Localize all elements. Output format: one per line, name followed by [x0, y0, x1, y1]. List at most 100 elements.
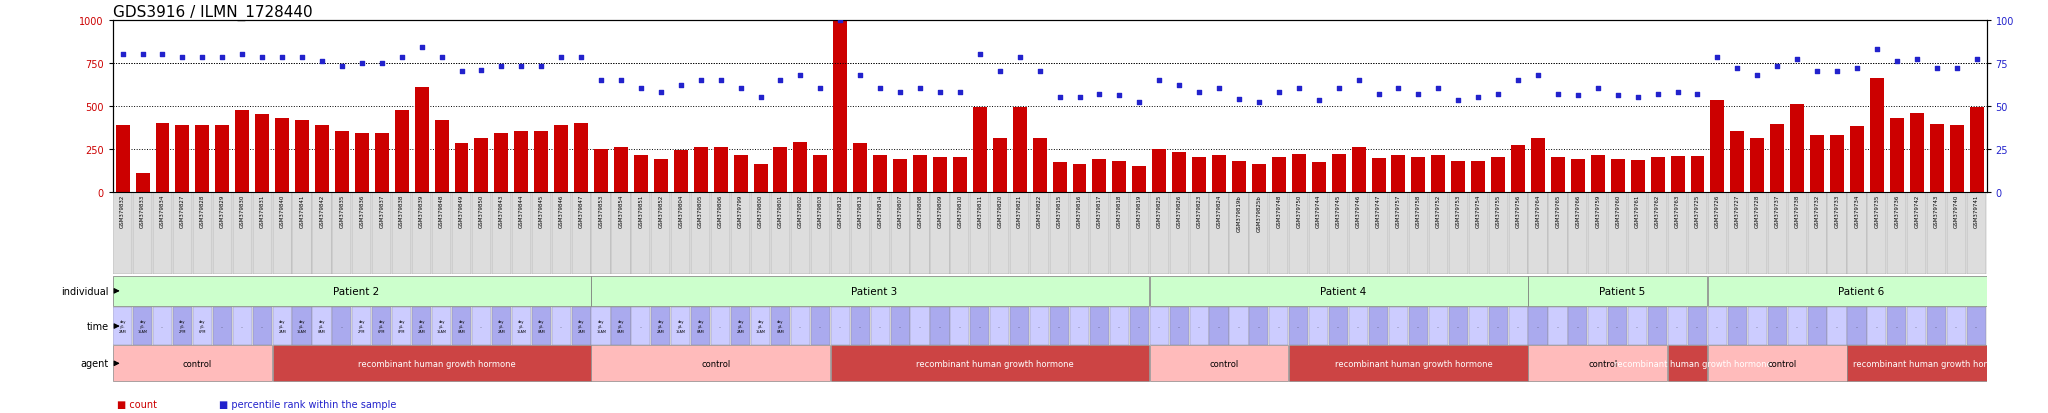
Point	[1243, 100, 1276, 106]
Text: GSM379732: GSM379732	[1815, 195, 1819, 228]
Text: day
y2,
15AM: day y2, 15AM	[516, 320, 526, 333]
Bar	[256, 115, 268, 192]
Text: ...: ...	[997, 324, 1001, 328]
Text: ...: ...	[899, 324, 901, 328]
Bar	[694, 147, 709, 192]
Text: day
y1,
15AM: day y1, 15AM	[436, 320, 446, 333]
Bar	[1030, 308, 1049, 345]
Text: GSM379832: GSM379832	[121, 195, 125, 228]
Bar	[1948, 192, 1966, 275]
Text: GSM379829: GSM379829	[219, 195, 225, 228]
Text: ...: ...	[479, 324, 483, 328]
Text: GSM379841: GSM379841	[299, 195, 305, 228]
Point	[1083, 91, 1116, 97]
Text: GSM379764: GSM379764	[1536, 195, 1540, 228]
Text: ...: ...	[1716, 324, 1718, 328]
Text: GSM379800: GSM379800	[758, 195, 764, 228]
Bar	[1927, 192, 1946, 275]
Bar	[1053, 163, 1067, 192]
Bar	[754, 165, 768, 192]
Text: GSM379853: GSM379853	[598, 195, 604, 228]
Text: GSM379745: GSM379745	[1335, 195, 1341, 228]
Text: ...: ...	[1417, 324, 1419, 328]
Text: ...: ...	[938, 324, 942, 328]
Bar	[1229, 308, 1249, 345]
Bar	[811, 308, 829, 345]
Text: GSM379845: GSM379845	[539, 195, 545, 228]
Bar	[1810, 135, 1825, 192]
Text: GSM379827: GSM379827	[180, 195, 184, 228]
Bar	[135, 173, 150, 192]
Bar	[172, 308, 193, 345]
Bar	[133, 308, 152, 345]
Text: ...: ...	[1257, 324, 1262, 328]
Text: GSM379766: GSM379766	[1575, 195, 1581, 228]
Bar	[1608, 308, 1628, 345]
Text: GSM379756: GSM379756	[1516, 195, 1520, 228]
Text: ...: ...	[979, 324, 981, 328]
Bar	[571, 192, 590, 275]
Bar	[133, 192, 152, 275]
Point	[1841, 65, 1874, 72]
Bar	[154, 308, 172, 345]
Bar	[532, 192, 551, 275]
Text: Patient 6: Patient 6	[1837, 286, 1884, 296]
Bar	[1190, 192, 1208, 275]
Bar	[672, 308, 690, 345]
Point	[1223, 96, 1255, 103]
Point	[924, 89, 956, 96]
Bar	[471, 192, 492, 275]
Text: GSM379757: GSM379757	[1397, 195, 1401, 228]
Bar	[1468, 308, 1487, 345]
Bar	[1548, 192, 1567, 275]
Bar	[1827, 308, 1847, 345]
Bar	[1612, 159, 1624, 192]
Bar	[674, 151, 688, 192]
Text: GSM379830: GSM379830	[240, 195, 244, 228]
Bar	[1649, 192, 1667, 275]
Point	[186, 55, 219, 62]
Text: GSM379760: GSM379760	[1616, 195, 1620, 228]
Point	[545, 55, 578, 62]
Bar	[1350, 308, 1368, 345]
Bar	[1708, 346, 1847, 381]
Bar	[592, 276, 1149, 306]
Bar	[233, 192, 252, 275]
Text: GSM379848: GSM379848	[438, 195, 444, 228]
Bar	[651, 192, 670, 275]
Bar	[1729, 192, 1747, 275]
Bar	[1511, 146, 1526, 192]
Bar	[690, 308, 711, 345]
Bar	[1608, 192, 1628, 275]
Point	[1800, 69, 1833, 75]
Point	[1741, 72, 1774, 79]
Point	[406, 45, 438, 51]
Bar	[1292, 154, 1307, 192]
Bar	[1069, 308, 1090, 345]
Bar	[1667, 346, 1708, 381]
Bar	[1069, 192, 1090, 275]
Bar	[1710, 101, 1724, 192]
Bar	[512, 192, 530, 275]
Bar	[911, 308, 930, 345]
Point	[1681, 91, 1714, 97]
Bar	[412, 192, 432, 275]
Bar	[592, 346, 829, 381]
Point	[1901, 57, 1933, 63]
Text: GSM379801: GSM379801	[778, 195, 782, 228]
Text: GSM379813: GSM379813	[858, 195, 862, 228]
Text: GSM379824: GSM379824	[1217, 195, 1221, 228]
Bar	[215, 125, 229, 192]
Bar	[1649, 308, 1667, 345]
Point	[565, 55, 598, 62]
Bar	[1352, 147, 1366, 192]
Point	[1462, 95, 1495, 101]
Text: GSM379736: GSM379736	[1894, 195, 1898, 228]
Bar	[1130, 192, 1149, 275]
Bar	[1030, 192, 1049, 275]
Bar	[934, 158, 946, 192]
Text: GSM379818: GSM379818	[1116, 195, 1122, 228]
Text: ...: ...	[1137, 324, 1141, 328]
Bar	[154, 192, 172, 275]
Bar	[336, 132, 348, 192]
